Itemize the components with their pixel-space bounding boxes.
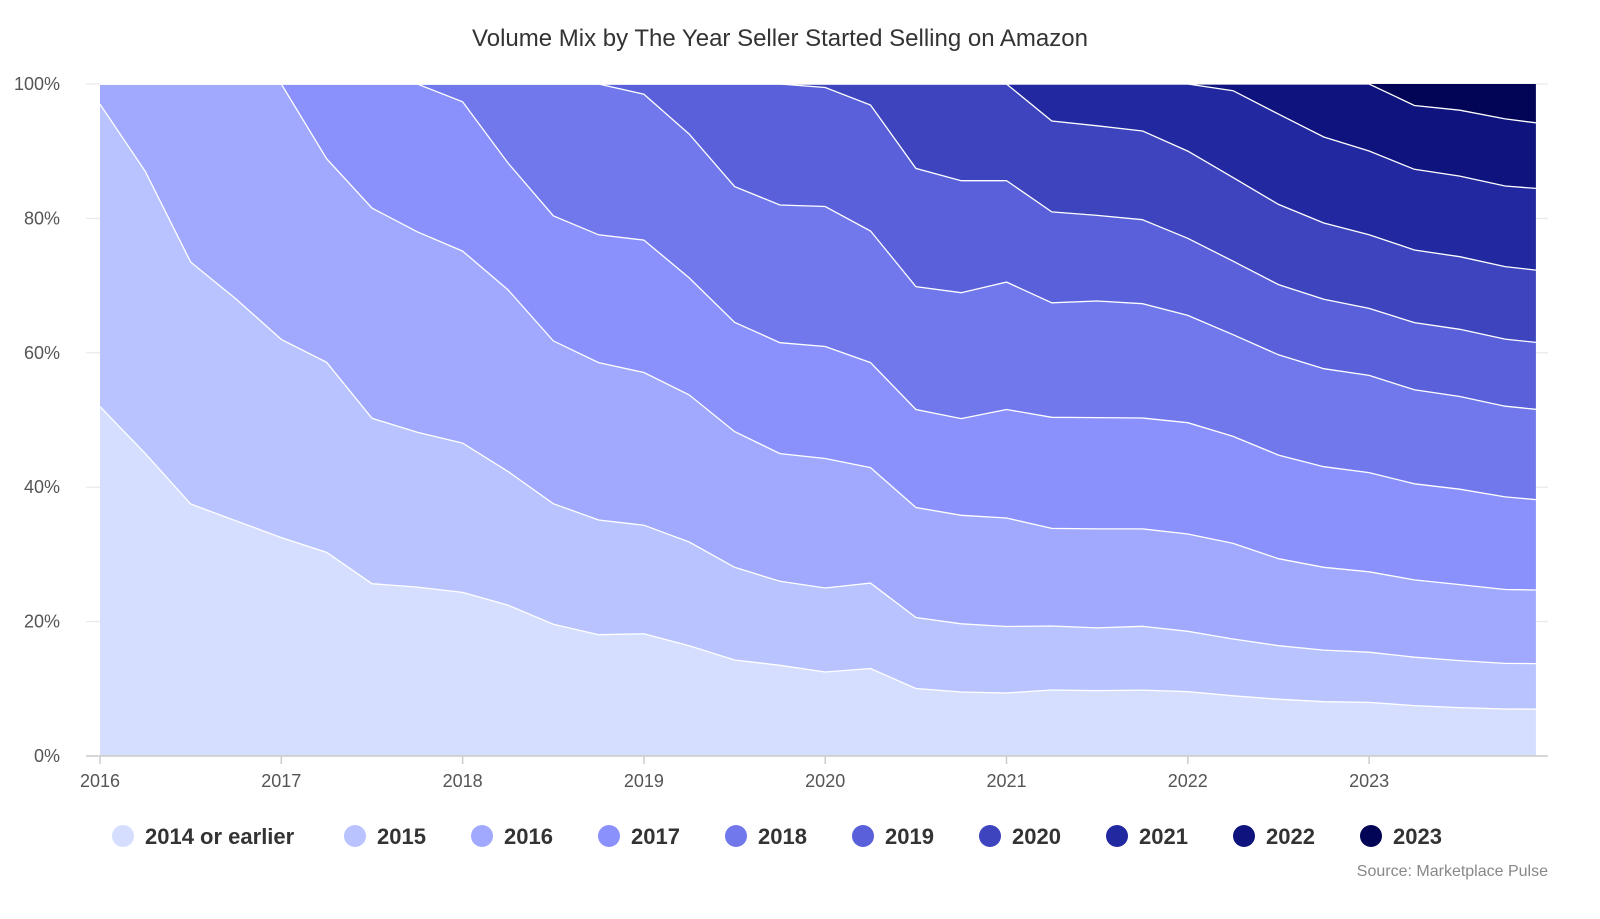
legend-item-2022[interactable]: 2022: [1233, 824, 1315, 849]
legend-swatch: [1233, 825, 1255, 847]
legend-label: 2018: [758, 824, 807, 849]
legend-item-2014-or-earlier[interactable]: 2014 or earlier: [112, 824, 295, 849]
legend-swatch: [471, 825, 493, 847]
y-tick-label: 0%: [34, 746, 60, 766]
x-tick-label: 2016: [80, 771, 120, 791]
area-series: [99, 83, 1536, 756]
legend-item-2019[interactable]: 2019: [852, 824, 934, 849]
area-2015[interactable]: [100, 104, 1536, 710]
series-boundary-line: [100, 83, 1536, 124]
area-2016[interactable]: [100, 84, 1536, 664]
legend-label: 2014 or earlier: [145, 824, 295, 849]
legend-label: 2017: [631, 824, 680, 849]
area-2017[interactable]: [100, 84, 1536, 590]
legend-item-2015[interactable]: 2015: [344, 824, 426, 849]
x-tick-label: 2019: [624, 771, 664, 791]
area-2019[interactable]: [100, 84, 1536, 410]
x-tick-label: 2021: [986, 771, 1026, 791]
legend: 2014 or earlier 2015 2016 2017 2018 2019 2020 2…: [112, 824, 1442, 849]
x-tick-label: 2017: [261, 771, 301, 791]
legend-item-2018[interactable]: 2018: [725, 824, 807, 849]
x-tick-label: 2020: [805, 771, 845, 791]
chart-title: Volume Mix by The Year Seller Started Se…: [472, 25, 1088, 52]
source-note: Source: Marketplace Pulse: [1357, 863, 1548, 880]
legend-item-2023[interactable]: 2023: [1360, 824, 1442, 849]
legend-item-2020[interactable]: 2020: [979, 824, 1061, 849]
y-tick-label: 20%: [24, 612, 60, 632]
area-2020[interactable]: [100, 84, 1536, 343]
area-2021[interactable]: [100, 84, 1536, 271]
legend-swatch: [1360, 825, 1382, 847]
legend-label: 2020: [1012, 824, 1061, 849]
legend-label: 2021: [1139, 824, 1188, 849]
legend-item-2016[interactable]: 2016: [471, 824, 553, 849]
legend-swatch: [344, 825, 366, 847]
series-boundary-line: [99, 103, 1536, 665]
legend-label: 2023: [1393, 824, 1442, 849]
legend-swatch: [725, 825, 747, 847]
legend-item-2021[interactable]: 2021: [1106, 824, 1188, 849]
legend-label: 2022: [1266, 824, 1315, 849]
area-2018[interactable]: [100, 84, 1536, 500]
y-tick-label: 40%: [24, 477, 60, 497]
y-tick-label: 60%: [24, 343, 60, 363]
legend-swatch: [852, 825, 874, 847]
series-boundary-line: [99, 406, 1536, 710]
x-tick-label: 2023: [1349, 771, 1389, 791]
y-tick-label: 80%: [24, 208, 60, 228]
x-tick-label: 2022: [1168, 771, 1208, 791]
area-2014-or-earlier[interactable]: [100, 406, 1536, 756]
legend-swatch: [598, 825, 620, 847]
x-tick-label: 2018: [443, 771, 483, 791]
legend-swatch: [112, 825, 134, 847]
legend-label: 2016: [504, 824, 553, 849]
legend-swatch: [979, 825, 1001, 847]
axes: 0% 20% 40% 60% 80% 100% 2016 2017 2018 2019 2020 20…: [14, 74, 1548, 791]
area-2023[interactable]: [100, 84, 1536, 123]
legend-label: 2015: [377, 824, 426, 849]
legend-swatch: [1106, 825, 1128, 847]
series-boundary-line: [100, 83, 1536, 591]
legend-label: 2019: [885, 824, 934, 849]
y-tick-label: 100%: [14, 74, 60, 94]
legend-item-2017[interactable]: 2017: [598, 824, 680, 849]
